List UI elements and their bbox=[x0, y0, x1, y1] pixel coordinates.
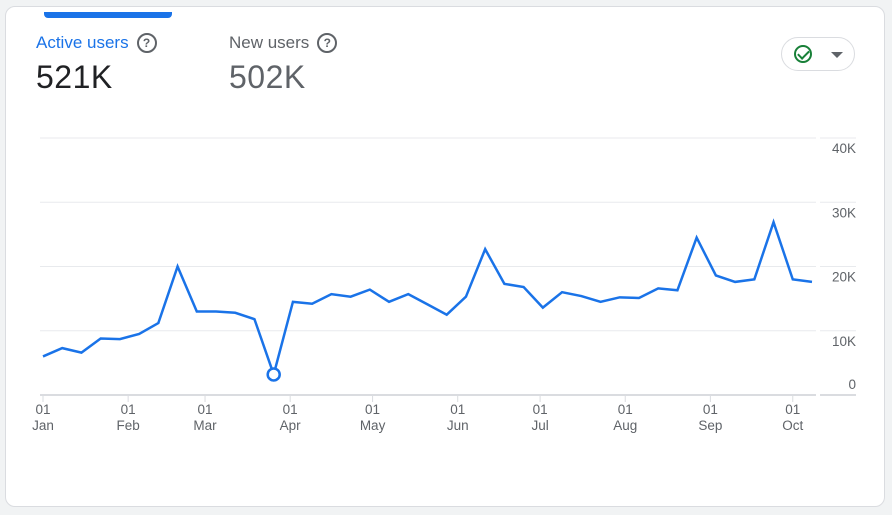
y-tick-label: 0 bbox=[848, 377, 856, 392]
series-line-active-users bbox=[42, 218, 813, 379]
selected-tab-indicator bbox=[44, 12, 172, 18]
y-tick-label: 30K bbox=[832, 205, 856, 220]
y-tick-label: 40K bbox=[832, 141, 856, 156]
data-quality-status-button[interactable] bbox=[781, 37, 855, 71]
x-tick-day: 01 bbox=[533, 402, 548, 417]
x-tick-month: Aug bbox=[613, 418, 637, 433]
y-tick-label: 20K bbox=[832, 270, 856, 285]
x-tick-day: 01 bbox=[283, 402, 298, 417]
x-tick-day: 01 bbox=[121, 402, 136, 417]
metric-value: 502K bbox=[229, 59, 306, 95]
metric-value: 521K bbox=[36, 59, 113, 95]
help-circle-icon[interactable]: ? bbox=[136, 33, 157, 53]
x-tick-day: 01 bbox=[703, 402, 718, 417]
arrow-drop-down-icon bbox=[831, 52, 843, 58]
x-tick-month: Jul bbox=[531, 418, 548, 433]
metric-tab-active-users[interactable]: Active users? 521K bbox=[36, 33, 157, 96]
users-overview-card bbox=[5, 6, 885, 507]
x-tick-month: Jan bbox=[32, 418, 54, 433]
x-tick-day: 01 bbox=[365, 402, 380, 417]
x-tick-day: 01 bbox=[198, 402, 213, 417]
x-tick-day: 01 bbox=[785, 402, 800, 417]
x-tick-month: Oct bbox=[782, 418, 803, 433]
x-tick-month: May bbox=[360, 418, 386, 433]
x-tick-month: Feb bbox=[117, 418, 140, 433]
help-circle-icon[interactable]: ? bbox=[317, 33, 338, 53]
y-tick-label: 10K bbox=[832, 334, 856, 349]
x-tick-month: Mar bbox=[193, 418, 217, 433]
metric-label: New users bbox=[229, 33, 310, 52]
x-tick-day: 01 bbox=[618, 402, 633, 417]
x-tick-month: Jun bbox=[447, 418, 469, 433]
metric-label: Active users bbox=[36, 33, 129, 52]
highlighted-data-point bbox=[266, 367, 281, 382]
metric-tab-new-users[interactable]: New users? 502K bbox=[229, 33, 338, 96]
x-tick-month: Sep bbox=[698, 418, 722, 433]
check-circle-icon bbox=[794, 45, 812, 63]
x-tick-day: 01 bbox=[450, 402, 465, 417]
x-tick-day: 01 bbox=[35, 402, 50, 417]
x-tick-month: Apr bbox=[280, 418, 302, 433]
